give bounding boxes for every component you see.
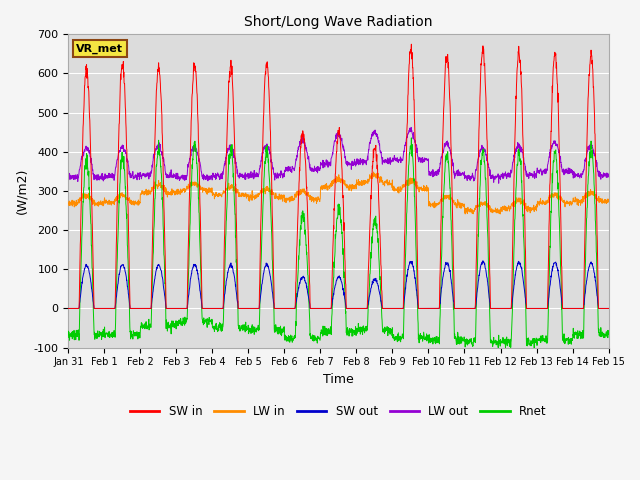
Y-axis label: (W/m2): (W/m2) [15,168,28,214]
Title: Short/Long Wave Radiation: Short/Long Wave Radiation [244,15,433,29]
Legend: SW in, LW in, SW out, LW out, Rnet: SW in, LW in, SW out, LW out, Rnet [125,400,552,423]
Text: VR_met: VR_met [76,44,124,54]
X-axis label: Time: Time [323,373,354,386]
